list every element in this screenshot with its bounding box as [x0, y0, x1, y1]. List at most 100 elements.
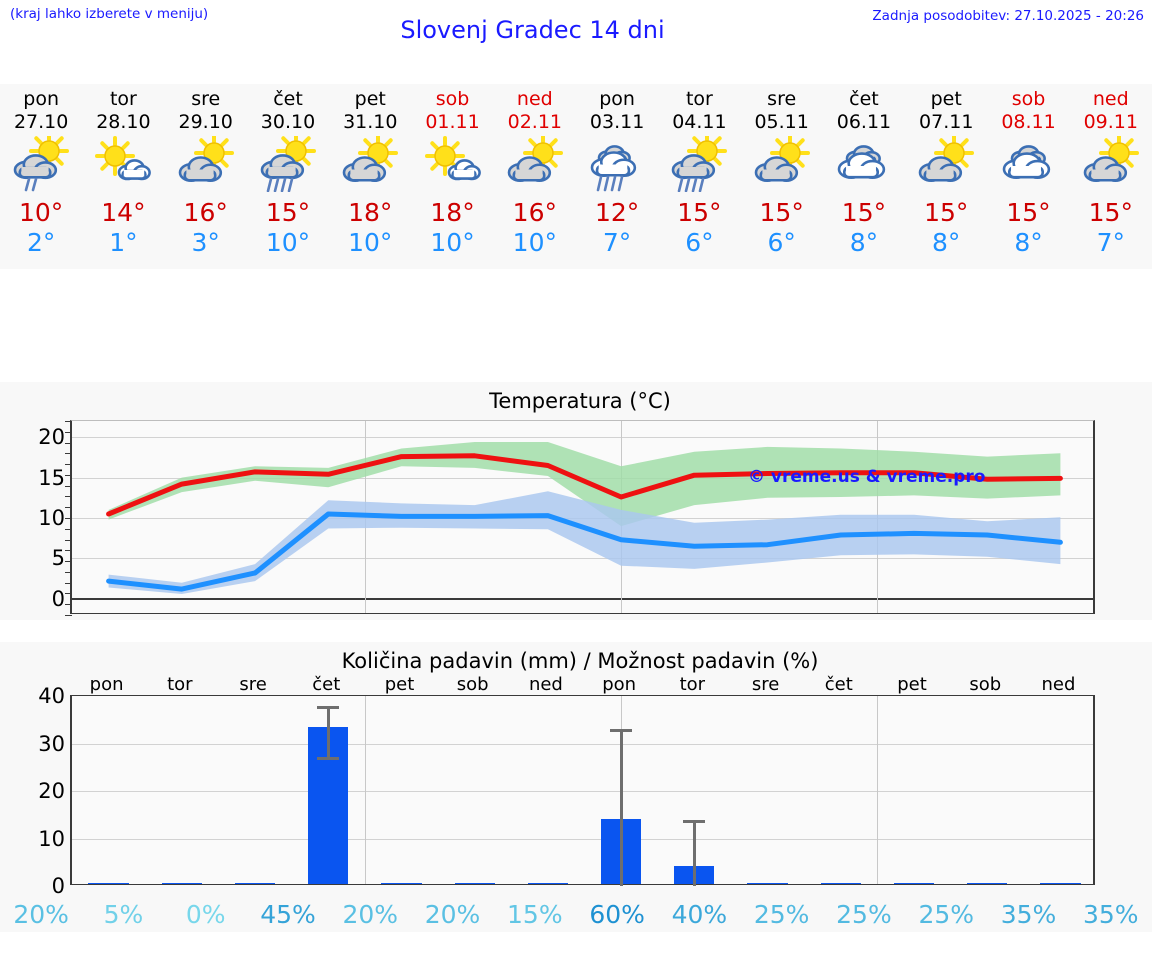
y-axis-tick-label: 20 [38, 425, 65, 450]
gridline [72, 558, 1093, 560]
precipitation-bar[interactable] [454, 882, 495, 884]
day-column[interactable]: pet 31.10 18° 10° [329, 84, 411, 269]
day-temp-max: 14° [101, 198, 146, 227]
error-bar-cap [317, 756, 340, 760]
gridline [72, 838, 1093, 840]
axis-tick [65, 539, 72, 541]
day-column[interactable]: ned 02.11 16° 10° [494, 84, 576, 269]
day-temp-max: 12° [594, 198, 640, 227]
precipitation-bar[interactable] [967, 882, 1008, 884]
day-column[interactable]: sob 08.11 15° 8° [987, 84, 1069, 269]
day-temp-max: 15° [265, 198, 311, 227]
day-temp-max: 15° [924, 198, 969, 227]
axis-tick [65, 453, 72, 455]
daily-forecast-strip: pon 27.10 10° 2° tor 28.10 14° 1° sre 29.10 16°… [0, 84, 1152, 269]
axis-tick [65, 593, 72, 595]
sun-behind-cloud-icon [1081, 133, 1141, 196]
precipitation-probability-label: 0% [185, 900, 226, 929]
precipitation-bar[interactable] [747, 882, 788, 884]
precipitation-bar[interactable] [1040, 882, 1081, 884]
gridline [72, 743, 1093, 745]
day-name: tor [685, 88, 713, 110]
day-column[interactable]: tor 04.11 15° 6° [658, 84, 740, 269]
precipitation-day-label: ned [528, 674, 563, 695]
day-name: tor [109, 88, 137, 110]
precipitation-day-label: sob [969, 674, 1002, 695]
precipitation-day-label: pon [602, 674, 637, 695]
sun-behind-cloud-icon [340, 133, 400, 196]
day-temp-min: 8° [849, 228, 879, 257]
day-column[interactable]: čet 06.11 15° 8° [823, 84, 905, 269]
precipitation-bar[interactable] [234, 882, 276, 884]
day-column[interactable]: pon 27.10 10° 2° [0, 84, 82, 269]
axis-tick [65, 474, 72, 476]
precipitation-probability-label: 40% [671, 900, 728, 929]
copyright-label: © vreme.us & vreme.pro [748, 467, 986, 487]
day-column[interactable]: tor 28.10 14° 1° [82, 84, 164, 269]
y-axis-tick-label: 0 [51, 874, 65, 898]
precipitation-probability-label: 45% [260, 900, 316, 929]
precipitation-day-label: čet [312, 674, 341, 695]
day-column[interactable]: pet 07.11 15° 8° [905, 84, 987, 269]
day-date: 29.10 [178, 111, 233, 133]
sun-behind-cloud-icon [505, 133, 565, 196]
sun-small-cloud-icon [93, 134, 153, 196]
y-axis-tick-label: 30 [38, 731, 65, 756]
day-name: čet [849, 88, 879, 110]
day-temp-max: 16° [183, 198, 228, 227]
day-column[interactable]: sre 29.10 16° 3° [165, 84, 247, 269]
precipitation-bar[interactable] [381, 882, 422, 884]
precipitation-day-label: pet [384, 674, 415, 695]
overcast-icon [834, 134, 894, 196]
y-axis-tick-label: 20 [38, 779, 65, 803]
precipitation-bar[interactable] [527, 882, 569, 884]
precipitation-day-label: čet [824, 674, 853, 695]
temperature-plot-area: 0 5 10 15 20 [38, 420, 1095, 616]
axis-tick [65, 442, 72, 444]
precipitation-probability-label: 35% [1000, 900, 1057, 929]
day-temp-min: 10° [348, 228, 393, 257]
day-temp-max: 18° [430, 198, 475, 227]
overcast-icon [999, 134, 1059, 196]
day-column[interactable]: ned 09.11 15° 7° [1070, 84, 1152, 269]
sun-cloud-heavy-rain-icon [669, 131, 729, 196]
y-axis-tick-label: 0 [51, 586, 65, 611]
day-column[interactable]: sre 05.11 15° 6° [741, 84, 823, 269]
axis-tick [65, 582, 72, 584]
precipitation-bar[interactable] [88, 882, 129, 884]
page-title: Slovenj Gradec 14 dni [400, 16, 665, 44]
precipitation-bar[interactable] [820, 882, 861, 884]
precipitation-probability-label: 25% [918, 900, 975, 929]
precipitation-bar[interactable] [161, 882, 202, 884]
precipitation-day-label: tor [167, 674, 193, 695]
precipitation-probability-label: 15% [507, 900, 563, 929]
precipitation-day-label: sre [239, 674, 267, 695]
day-column[interactable]: čet 30.10 15° 10° [247, 84, 329, 269]
sun-cloud-light-rain-icon [11, 131, 71, 196]
day-column[interactable]: sob 01.11 18° 10° [411, 84, 493, 269]
day-name: čet [273, 88, 303, 110]
cloud-rain-icon [587, 134, 647, 196]
day-temp-max: 10° [18, 198, 64, 227]
day-date: 02.11 [507, 111, 563, 133]
error-bar-line [619, 729, 623, 886]
axis-tick [65, 431, 72, 433]
day-name: pon [23, 88, 59, 110]
day-column[interactable]: pon 03.11 12° 7° [576, 84, 658, 269]
precipitation-bar[interactable] [893, 882, 935, 884]
axis-tick [65, 518, 72, 519]
day-temp-min: 8° [932, 228, 961, 257]
sun-behind-cloud-icon [916, 133, 976, 196]
precipitation-day-label: sob [456, 674, 489, 695]
day-name: ned [1092, 88, 1129, 110]
gridline [72, 437, 1093, 439]
gridline-vertical [877, 696, 879, 884]
precipitation-plot-area: 0 10 20 30 40 [38, 684, 1095, 898]
y-axis-tick-label: 5 [51, 546, 65, 571]
day-date: 06.11 [836, 111, 892, 133]
sun-cloud-heavy-rain-icon [258, 131, 318, 196]
day-name: sob [1011, 88, 1046, 110]
axis-tick [65, 561, 72, 563]
day-name: sob [435, 88, 470, 110]
